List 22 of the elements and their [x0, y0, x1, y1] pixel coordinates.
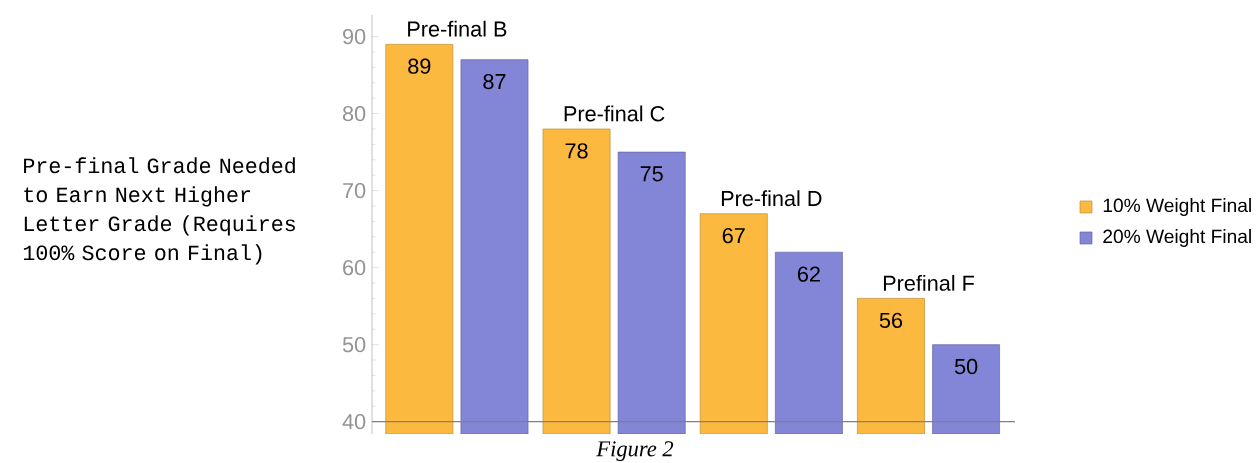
legend-label: 10% Weight Final — [1103, 198, 1251, 216]
data-label: 89 — [408, 58, 431, 74]
x-tick-label: Pre-final D — [721, 190, 822, 207]
y-tick-label: 70 — [343, 182, 366, 199]
data-label: 62 — [797, 266, 820, 282]
text: Figure 2 — [596, 441, 674, 461]
y-tick-label: 60 — [343, 259, 366, 276]
legend-label: 20% Weight Final — [1103, 229, 1251, 247]
y-tick-label: 90 — [343, 28, 366, 45]
y-tick-label: 80 — [342, 105, 366, 122]
x-tick-label: Pre-final C — [564, 105, 665, 122]
x-tick-label: Pre-final B — [408, 20, 507, 37]
x-tick-label: Prefinal F — [883, 274, 974, 291]
data-label: 56 — [879, 312, 903, 328]
y-tick-label: 50 — [342, 336, 366, 353]
data-label: 50 — [954, 358, 978, 375]
data-label: 87 — [483, 73, 506, 90]
data-label: 78 — [565, 143, 588, 159]
text: Pre-final Grade Needed to Earn Next Higher Letter Grade (Requires 100% Score on Final) — [23, 157, 295, 265]
y-tick-label: 40 — [342, 413, 366, 430]
data-label: 67 — [722, 227, 745, 244]
data-label: 75 — [640, 166, 663, 182]
